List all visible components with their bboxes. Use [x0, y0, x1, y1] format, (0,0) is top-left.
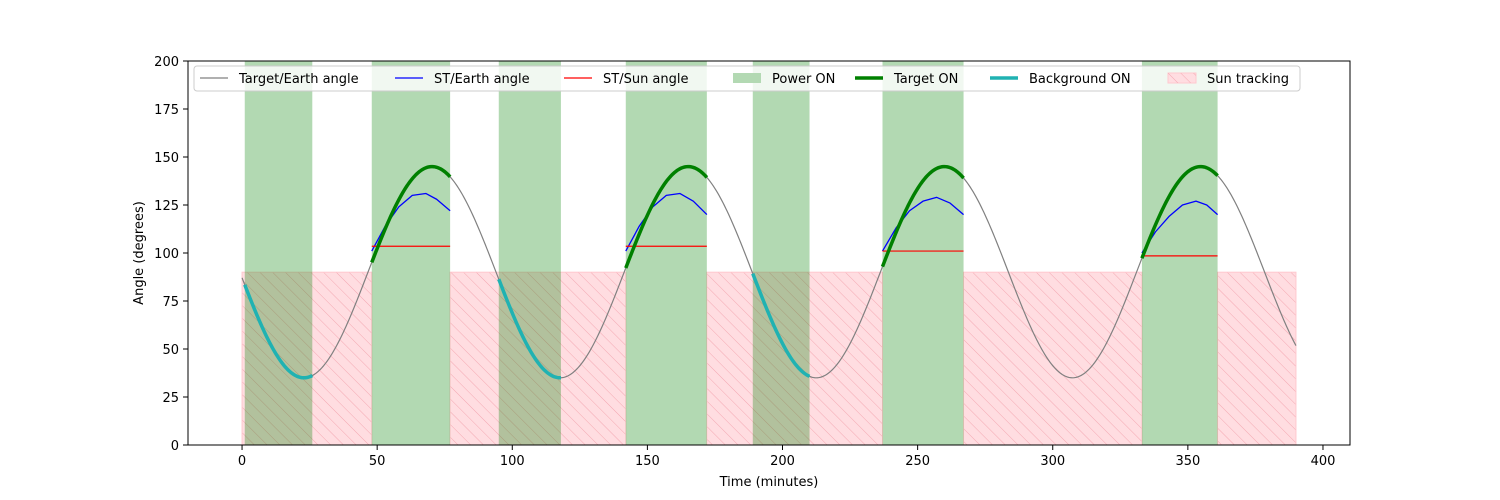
x-axis: 0 50 100 150 200 250 300 350 400	[238, 445, 1335, 469]
legend-target_earth-label: Target/Earth angle	[238, 72, 359, 87]
st-earth-line	[881, 196, 964, 252]
st-earth-line	[1141, 200, 1219, 254]
st-earth-line	[625, 192, 708, 252]
target-on-line	[624, 164, 709, 269]
power-on-band	[882, 61, 964, 445]
sun-tracking-hatch	[706, 272, 883, 445]
x-tick-label: 100	[500, 454, 525, 469]
legend-power_on-label: Power ON	[772, 72, 835, 87]
sun-tracking-edge	[241, 271, 373, 445]
sun-tracking-edge	[706, 271, 883, 445]
legend: Target/Earth angle ST/Earth angle ST/Sun a…	[193, 65, 1301, 92]
x-axis-label: Time (minutes)	[719, 475, 819, 490]
y-axis-label: Angle (degrees)	[132, 201, 147, 305]
x-tick-label: 350	[1175, 454, 1200, 469]
x-tick-label: 300	[1040, 454, 1065, 469]
target-on-line	[880, 164, 965, 268]
legend-power_on-swatch	[733, 73, 761, 83]
y-axis: 0 25 50 75 100 125 150 175 200	[154, 55, 188, 454]
y-tick-label: 200	[154, 55, 179, 70]
y-tick-label: 100	[154, 247, 179, 262]
sun-tracking-hatch	[1217, 272, 1296, 445]
plot-area	[241, 61, 1297, 445]
legend-sun_tracking-hatch	[1168, 73, 1196, 83]
y-tick-label: 175	[154, 103, 179, 118]
y-tick-label: 125	[154, 199, 179, 214]
power-on-band	[498, 61, 561, 445]
y-tick-label: 150	[154, 151, 179, 166]
x-tick-label: 150	[635, 454, 660, 469]
power-on-band	[625, 61, 707, 445]
power-on-band	[371, 61, 451, 445]
sun-tracking-edge	[449, 271, 627, 445]
legend-st_sun-label: ST/Sun angle	[603, 72, 689, 87]
background-on-line	[751, 272, 811, 378]
target-on-line	[370, 164, 452, 264]
background-on-line	[497, 278, 561, 380]
legend-st_earth-label: ST/Earth angle	[434, 72, 530, 87]
background-on-line	[243, 284, 314, 380]
y-tick-label: 50	[162, 343, 179, 358]
target-on-line	[1140, 164, 1219, 259]
power-on-band	[1141, 61, 1218, 445]
sun-tracking-edge	[963, 271, 1143, 445]
legend-background_on-label: Background ON	[1029, 72, 1131, 87]
sun-tracking-edge	[1217, 271, 1297, 445]
x-tick-label: 50	[369, 454, 386, 469]
legend-target_on-label: Target ON	[893, 72, 958, 87]
x-tick-label: 200	[770, 454, 795, 469]
x-tick-label: 250	[905, 454, 930, 469]
sun-tracking-hatch	[963, 272, 1142, 445]
x-tick-label: 400	[1311, 454, 1336, 469]
power-on-band	[244, 61, 313, 445]
y-tick-label: 25	[162, 391, 179, 406]
legend-sun_tracking-label: Sun tracking	[1207, 72, 1289, 87]
x-tick-label: 0	[238, 454, 246, 469]
y-tick-label: 0	[171, 439, 179, 454]
power-on-band	[752, 61, 810, 445]
sun-tracking-hatch	[242, 272, 372, 445]
sun-tracking-hatch	[450, 272, 626, 445]
y-tick-label: 75	[162, 295, 179, 310]
